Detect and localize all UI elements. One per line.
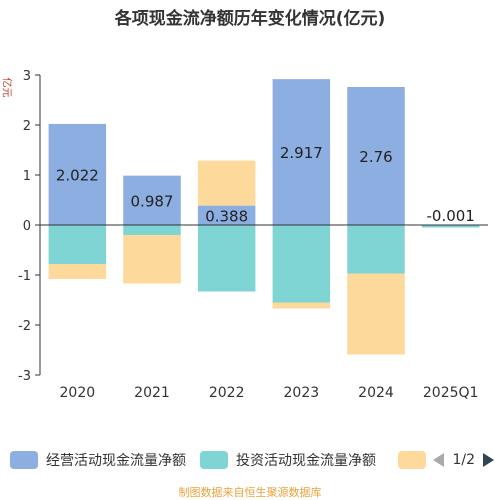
- legend-swatch-operating: [10, 451, 38, 469]
- data-label: 2.76: [359, 148, 392, 166]
- bar-2023-s0: [272, 79, 331, 226]
- bar-2023-s1: [272, 225, 331, 303]
- bar-2022-s1: [197, 225, 256, 292]
- data-label: -0.001: [426, 207, 474, 225]
- x-tick-label: 2023: [284, 385, 320, 401]
- bar-2025Q1-s1: [421, 225, 480, 228]
- data-label: 0.987: [131, 192, 174, 210]
- x-tick-label: 2022: [209, 385, 245, 401]
- source-note: 制图数据来自恒生聚源数据库: [178, 486, 322, 499]
- legend-swatch-financing: [398, 451, 426, 469]
- legend-item-investing[interactable]: 投资活动现金流量净额: [200, 447, 376, 473]
- bar-2024-s0: [347, 87, 405, 225]
- pager-next-icon[interactable]: [483, 453, 494, 467]
- y-tick-label: 0: [23, 219, 31, 234]
- plot-area: 3 2 1 0 -1 -2 -3 2.022 0.987 0.388 2.917 2.76 -0.001…: [18, 69, 488, 401]
- bar-2020-s1: [48, 225, 107, 264]
- bar-2023-s2: [272, 302, 331, 309]
- bar-2022-s0: [197, 205, 256, 225]
- y-tick-label: -2: [18, 319, 31, 334]
- data-label: 2.022: [56, 166, 99, 184]
- bar-2022-s2: [197, 160, 256, 206]
- pager-prev-icon[interactable]: [433, 453, 445, 467]
- bar-2021-s2: [123, 235, 181, 284]
- legend-item-operating[interactable]: 经营活动现金流量净额: [10, 447, 186, 473]
- y-tick-label: 1: [23, 169, 31, 184]
- legend-label-operating: 经营活动现金流量净额: [46, 453, 186, 469]
- legend-swatch-investing: [200, 451, 228, 469]
- bar-2021-s1: [123, 225, 181, 235]
- legend-pager: 1/2: [433, 447, 494, 473]
- y-tick-label: 3: [23, 69, 31, 84]
- legend-item-financing[interactable]: [398, 447, 434, 473]
- x-tick-label: 2021: [134, 385, 170, 401]
- y-tick-label: 2: [23, 119, 31, 134]
- bar-2024-s2: [347, 273, 405, 355]
- bar-2020-s0: [48, 123, 107, 225]
- y-tick-label: -3: [18, 369, 31, 384]
- x-tick-label: 2024: [358, 385, 394, 401]
- y-tick-label: -1: [18, 269, 31, 284]
- pager-text: 1/2: [452, 452, 475, 468]
- bar-2024-s1: [347, 225, 405, 274]
- data-label: 0.388: [205, 207, 248, 225]
- bar-2021-s0: [123, 175, 181, 225]
- x-tick-label: 2025Q1: [423, 385, 479, 401]
- legend-label-investing: 投资活动现金流量净额: [236, 453, 376, 469]
- bar-2020-s2: [48, 264, 107, 279]
- x-tick-label: 2020: [60, 385, 96, 401]
- chart-title: 各项现金流净额历年变化情况(亿元): [114, 9, 386, 29]
- legend: 经营活动现金流量净额 投资活动现金流量净额 1/2: [0, 447, 500, 473]
- data-label: 2.917: [280, 144, 323, 162]
